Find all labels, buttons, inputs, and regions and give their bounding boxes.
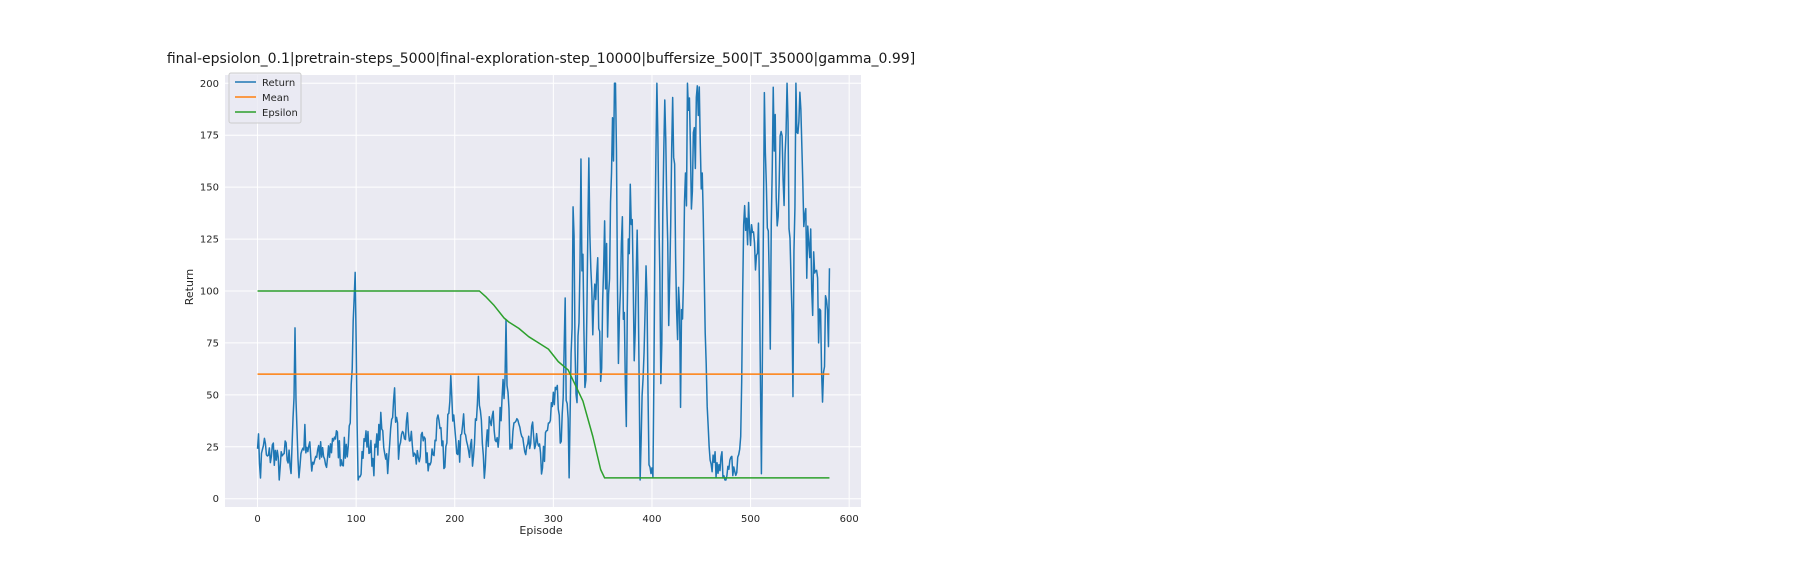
y-tick-label: 100 (200, 287, 219, 298)
x-tick-label: 100 (347, 514, 366, 525)
y-tick-label: 175 (200, 131, 219, 142)
y-tick-label: 50 (206, 390, 219, 401)
y-tick-label: 25 (206, 442, 219, 453)
y-tick-label: 0 (213, 494, 219, 505)
legend-label-return: Return (262, 78, 295, 89)
y-tick-label: 125 (200, 235, 219, 246)
legend: Return Mean Epsilon (228, 72, 302, 124)
legend-label-mean: Mean (262, 93, 289, 104)
chart-title: final-epsiolon_0.1|pretrain-steps_5000|f… (167, 51, 915, 67)
tick-layer: 0 100 200 300 400 500 600 0 25 50 75 100 125 150 175 20… (200, 79, 859, 525)
x-tick-label: 600 (840, 514, 859, 525)
x-tick-label: 0 (254, 514, 260, 525)
x-tick-label: 500 (741, 514, 760, 525)
x-tick-label: 400 (642, 514, 661, 525)
legend-box (228, 72, 302, 124)
series-layer (256, 82, 831, 481)
series-line-return (256, 82, 831, 481)
x-tick-label: 300 (544, 514, 563, 525)
x-tick-label: 200 (445, 514, 464, 525)
series-line-epsilon (257, 290, 830, 479)
grid (225, 75, 861, 507)
y-tick-label: 150 (200, 183, 219, 194)
y-axis-label: Return (183, 269, 196, 306)
y-tick-label: 200 (200, 79, 219, 90)
y-tick-label: 75 (206, 338, 219, 349)
x-axis-label: Episode (519, 524, 562, 537)
legend-label-epsilon: Epsilon (262, 108, 298, 119)
